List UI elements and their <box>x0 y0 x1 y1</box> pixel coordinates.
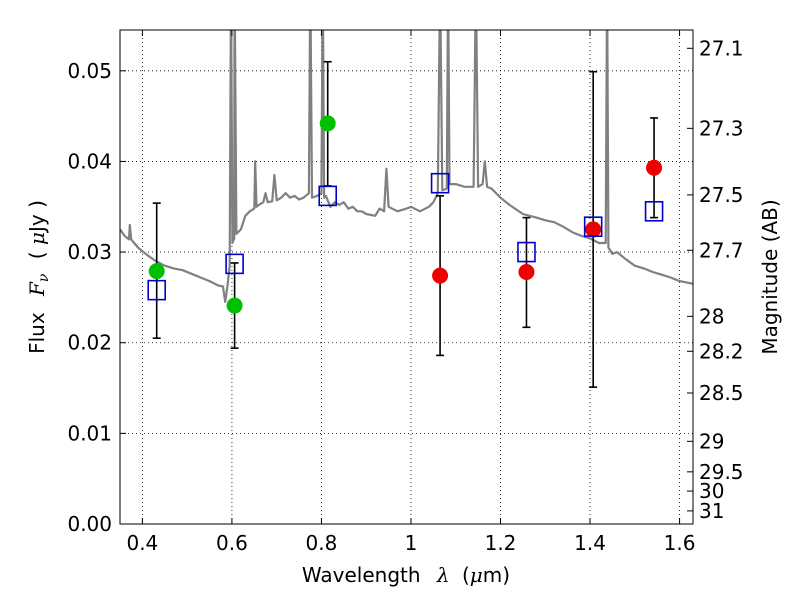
y-axis-label-unit-open: ( <box>25 245 49 259</box>
y-axis-label-sub: ν <box>36 273 52 282</box>
x-axis-label-unit-mu: μ <box>470 563 483 587</box>
x-tick-label: 1.2 <box>485 531 517 555</box>
observed-point-green <box>148 263 165 280</box>
x-axis-label-unit-rest: m) <box>483 563 510 587</box>
spectrum <box>120 30 693 303</box>
spectrum-line <box>120 30 693 303</box>
error-bars <box>152 60 659 388</box>
markers <box>147 115 664 314</box>
y-axis-label-unit-mu: μ <box>25 232 49 245</box>
x-axis-label-unit-open: ( <box>462 563 470 587</box>
y-axis-label: Flux Fν ( μJy ) <box>25 200 53 354</box>
x-tick-label: 1 <box>405 531 418 555</box>
y-tick-label: 0.00 <box>67 512 112 536</box>
y-axis-label-symbol: F <box>25 281 49 297</box>
y-tick-label: 0.04 <box>67 149 112 173</box>
model-point <box>147 279 167 301</box>
x-tick-label: 1.6 <box>664 531 696 555</box>
observed-point-red <box>432 267 449 284</box>
mag-tick-label: 28 <box>699 304 724 328</box>
mag-tick-label: 27.5 <box>699 183 744 207</box>
x-tick-label: 0.6 <box>216 531 248 555</box>
mag-tick-label: 28.2 <box>699 339 744 363</box>
ticks <box>120 30 693 525</box>
model-point <box>225 253 244 275</box>
y-tick-label: 0.02 <box>67 331 112 355</box>
model-point <box>430 172 450 194</box>
mag-tick-label: 30 <box>699 479 724 503</box>
y-tick-label: 0.05 <box>67 59 112 83</box>
observed-point-green <box>319 115 336 132</box>
x-tick-label: 1.4 <box>574 531 606 555</box>
mag-tick-label: 31 <box>699 499 724 523</box>
y-tick-label: 0.01 <box>67 421 112 445</box>
mag-tick-label: 27.7 <box>699 238 744 262</box>
x-tick-label: 0.4 <box>126 531 158 555</box>
x-axis-label: Wavelength λ (μm) <box>302 563 510 587</box>
y-axis-label-text: Flux <box>25 312 49 354</box>
y-axis-label-unit-rest: Jy ) <box>25 200 49 234</box>
mag-tick-label: 29 <box>699 429 724 453</box>
y-tick-label: 0.03 <box>67 240 112 264</box>
mag-tick-label: 29.5 <box>699 460 744 484</box>
observed-point-green <box>226 297 243 314</box>
observed-point-red <box>585 221 602 238</box>
x-tick-label: 0.8 <box>306 531 338 555</box>
y2-axis-label: Magnitude (AB) <box>758 199 782 354</box>
model-point <box>517 241 536 263</box>
observed-point-red <box>646 159 663 176</box>
plot-frame <box>119 29 694 525</box>
model-point <box>583 216 603 237</box>
observed-point-red <box>518 264 535 281</box>
model-point <box>318 185 338 207</box>
x-axis-label-symbol: λ <box>436 563 450 587</box>
x-axis-label-text: Wavelength <box>302 563 421 587</box>
mag-tick-label: 27.1 <box>699 36 744 60</box>
mag-tick-label: 28.5 <box>699 381 744 405</box>
mag-tick-label: 27.3 <box>699 116 744 140</box>
model-point <box>644 200 664 222</box>
tick-labels: 0.4 0.6 0.8 1 1.2 1.4 1.6 0.00 0.01 0.02 0.03 0.04 0… <box>67 36 743 555</box>
